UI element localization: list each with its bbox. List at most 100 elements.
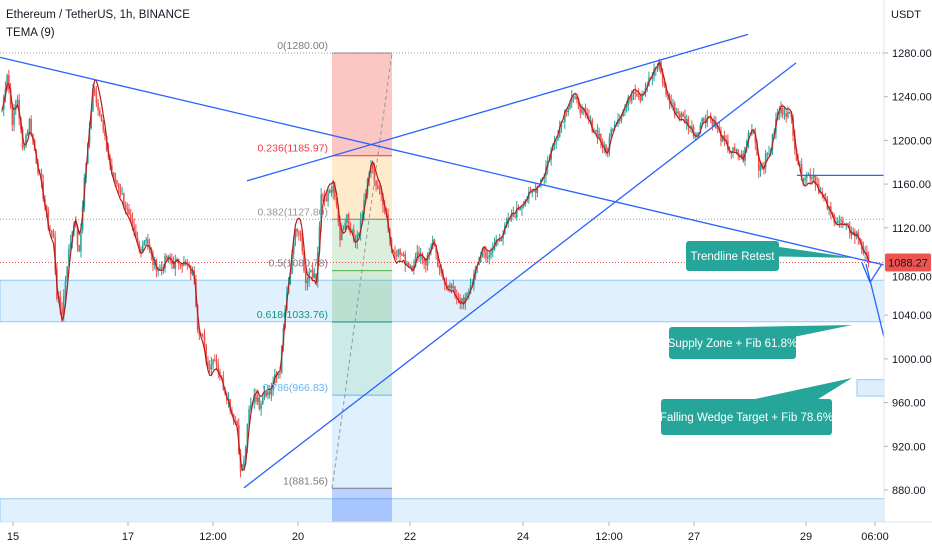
candle-body — [8, 75, 10, 90]
candle-body — [179, 263, 182, 266]
candle-body — [663, 82, 666, 86]
chart-title: Ethereum / TetherUS, 1h, BINANCE — [6, 9, 190, 21]
candle-body — [246, 424, 249, 448]
candle-body — [524, 200, 527, 205]
candle-body — [339, 221, 341, 240]
candle-body — [764, 153, 767, 168]
candle-body — [823, 194, 825, 199]
candle-body — [248, 409, 250, 425]
candle-body — [675, 111, 678, 114]
candle-body — [558, 126, 561, 137]
candle-body — [610, 129, 612, 137]
candle-body — [128, 209, 130, 215]
candle-body — [217, 364, 220, 372]
candle-body — [123, 193, 125, 205]
candle-body — [346, 214, 348, 224]
fib-label: 0.5(1080.78) — [268, 258, 328, 270]
candle-body — [632, 92, 635, 94]
candle-body — [310, 269, 312, 273]
candle-body — [279, 373, 281, 375]
candle-body — [766, 153, 769, 155]
candle-body — [459, 299, 461, 304]
candle-body — [438, 266, 441, 270]
time-tick-label: 17 — [122, 531, 134, 543]
candle-body — [620, 116, 623, 121]
time-tick-label: 12:00 — [595, 531, 623, 543]
candle-body — [135, 231, 137, 238]
candle-body — [126, 208, 129, 210]
candle-body — [351, 229, 353, 233]
candle-body — [160, 267, 163, 269]
candle-body — [531, 191, 534, 193]
candle-body — [93, 88, 96, 93]
candle-body — [174, 260, 177, 269]
candle-body — [440, 269, 443, 273]
candle-body — [292, 239, 295, 254]
candle-body — [576, 96, 578, 100]
candle-body — [711, 118, 714, 127]
candle-body — [356, 234, 359, 242]
candle-body — [104, 130, 106, 136]
candle-body — [627, 96, 630, 106]
candle-body — [656, 68, 659, 70]
candle-body — [347, 214, 350, 224]
candle-body — [212, 359, 214, 365]
candle-body — [596, 129, 599, 138]
price-tick-label: 1080.00 — [892, 272, 932, 284]
candle-body — [701, 118, 703, 125]
candle-body — [6, 75, 8, 89]
candle-body — [452, 286, 455, 289]
candle-body — [687, 119, 690, 127]
candle-body — [665, 85, 667, 95]
candle-body — [812, 175, 815, 178]
candle-body — [340, 229, 343, 240]
candle-body — [562, 121, 564, 123]
candle-body — [565, 110, 568, 113]
candle-body — [594, 129, 597, 132]
indicator-label[interactable]: TEMA (9) — [6, 27, 55, 39]
candle-body — [402, 254, 405, 256]
candle-body — [673, 103, 676, 114]
candle-body — [181, 265, 183, 267]
candle-body — [49, 228, 51, 231]
candle-body — [141, 244, 144, 252]
trendline-wedge-upper — [246, 33, 749, 182]
candle-body — [74, 223, 77, 227]
candle-body — [781, 108, 784, 115]
candle-body — [262, 397, 264, 404]
candle-body — [634, 92, 637, 94]
candle-body — [703, 118, 705, 122]
candle-body — [579, 108, 582, 114]
candle-body — [569, 102, 571, 109]
candle-body — [40, 173, 43, 182]
fib-label: 0.786(966.83) — [263, 382, 328, 394]
candle-body — [16, 99, 19, 106]
candle-body — [854, 231, 856, 237]
candle-body — [572, 97, 575, 99]
candle-body — [809, 174, 812, 180]
candle-body — [788, 111, 791, 113]
candle-body — [373, 167, 376, 181]
candle-body — [426, 255, 429, 266]
price-tick-label: 1240.00 — [892, 92, 932, 104]
time-tick-label: 27 — [688, 531, 700, 543]
candle-body — [215, 361, 218, 365]
candle-body — [1, 109, 3, 111]
candle-body — [243, 460, 245, 469]
candle-body — [378, 187, 381, 189]
candle-body — [491, 249, 494, 252]
candle-body — [605, 144, 607, 153]
candle-body — [342, 228, 345, 230]
candle-body — [821, 191, 824, 195]
candle-body — [733, 147, 736, 151]
candle-body — [325, 199, 328, 202]
candle-body — [811, 177, 813, 180]
candle-body — [78, 245, 81, 252]
candle-body — [250, 404, 252, 410]
candle-body — [730, 151, 733, 153]
candle-body — [337, 205, 340, 222]
candle-body — [581, 107, 583, 114]
candle-body — [414, 256, 417, 267]
candle-body — [152, 253, 154, 266]
